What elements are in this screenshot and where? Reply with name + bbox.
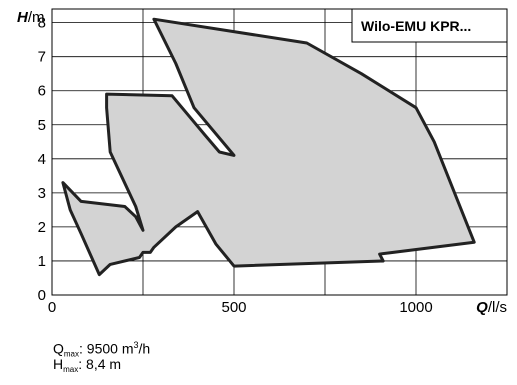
- performance-area: [61, 17, 476, 277]
- y-tick-label: 5: [38, 117, 46, 134]
- pump-curve-chart: 0 1 2 3 4 5 6 7 8 0 500 1000 H/m Q/l/s Wilo-EMU KP…: [17, 8, 508, 316]
- qmax-info: Qmax: 9500 m3/h: [53, 337, 150, 363]
- legend-box: [351, 8, 508, 43]
- y-tick-label: 6: [38, 83, 46, 100]
- hmax-subscript: max: [63, 365, 79, 374]
- y-axis-variable: H: [17, 9, 29, 26]
- x-axis-title: Q/l/s: [476, 299, 507, 316]
- qmax-superscript: 3: [133, 340, 139, 350]
- y-tick-label: 2: [38, 219, 46, 236]
- x-tick-label: 0: [48, 299, 56, 316]
- y-tick-label: 0: [38, 287, 46, 304]
- x-tick-labels: 0 500 1000: [48, 299, 433, 316]
- x-axis-unit: /l/s: [488, 299, 507, 316]
- hmax-value: : 8,4 m: [78, 356, 122, 372]
- qmax-symbol: Q: [53, 340, 64, 357]
- qmax-value: : 9500 m: [79, 340, 134, 357]
- y-tick-label: 8: [38, 15, 46, 32]
- plot-frame: [51, 8, 508, 296]
- y-tick-labels: 0 1 2 3 4 5 6 7 8: [38, 15, 46, 304]
- legend-label: Wilo-EMU KPR...: [361, 18, 471, 34]
- x-tick-label: 500: [221, 299, 246, 316]
- y-axis-title: H/m: [17, 9, 45, 26]
- y-tick-label: 1: [38, 253, 46, 270]
- x-axis-variable: Q: [476, 299, 488, 316]
- x-tick-label: 1000: [399, 299, 432, 316]
- y-axis-unit: /m: [28, 9, 45, 26]
- hmax-info: Hmax: 8,4 m: [53, 356, 121, 378]
- y-tick-label: 4: [38, 151, 46, 168]
- y-tick-label: 3: [38, 185, 46, 202]
- qmax-subscript: max: [63, 349, 80, 359]
- qmax-unit: /h: [138, 340, 151, 357]
- hmax-symbol: H: [53, 356, 64, 372]
- y-tick-label: 7: [38, 49, 46, 66]
